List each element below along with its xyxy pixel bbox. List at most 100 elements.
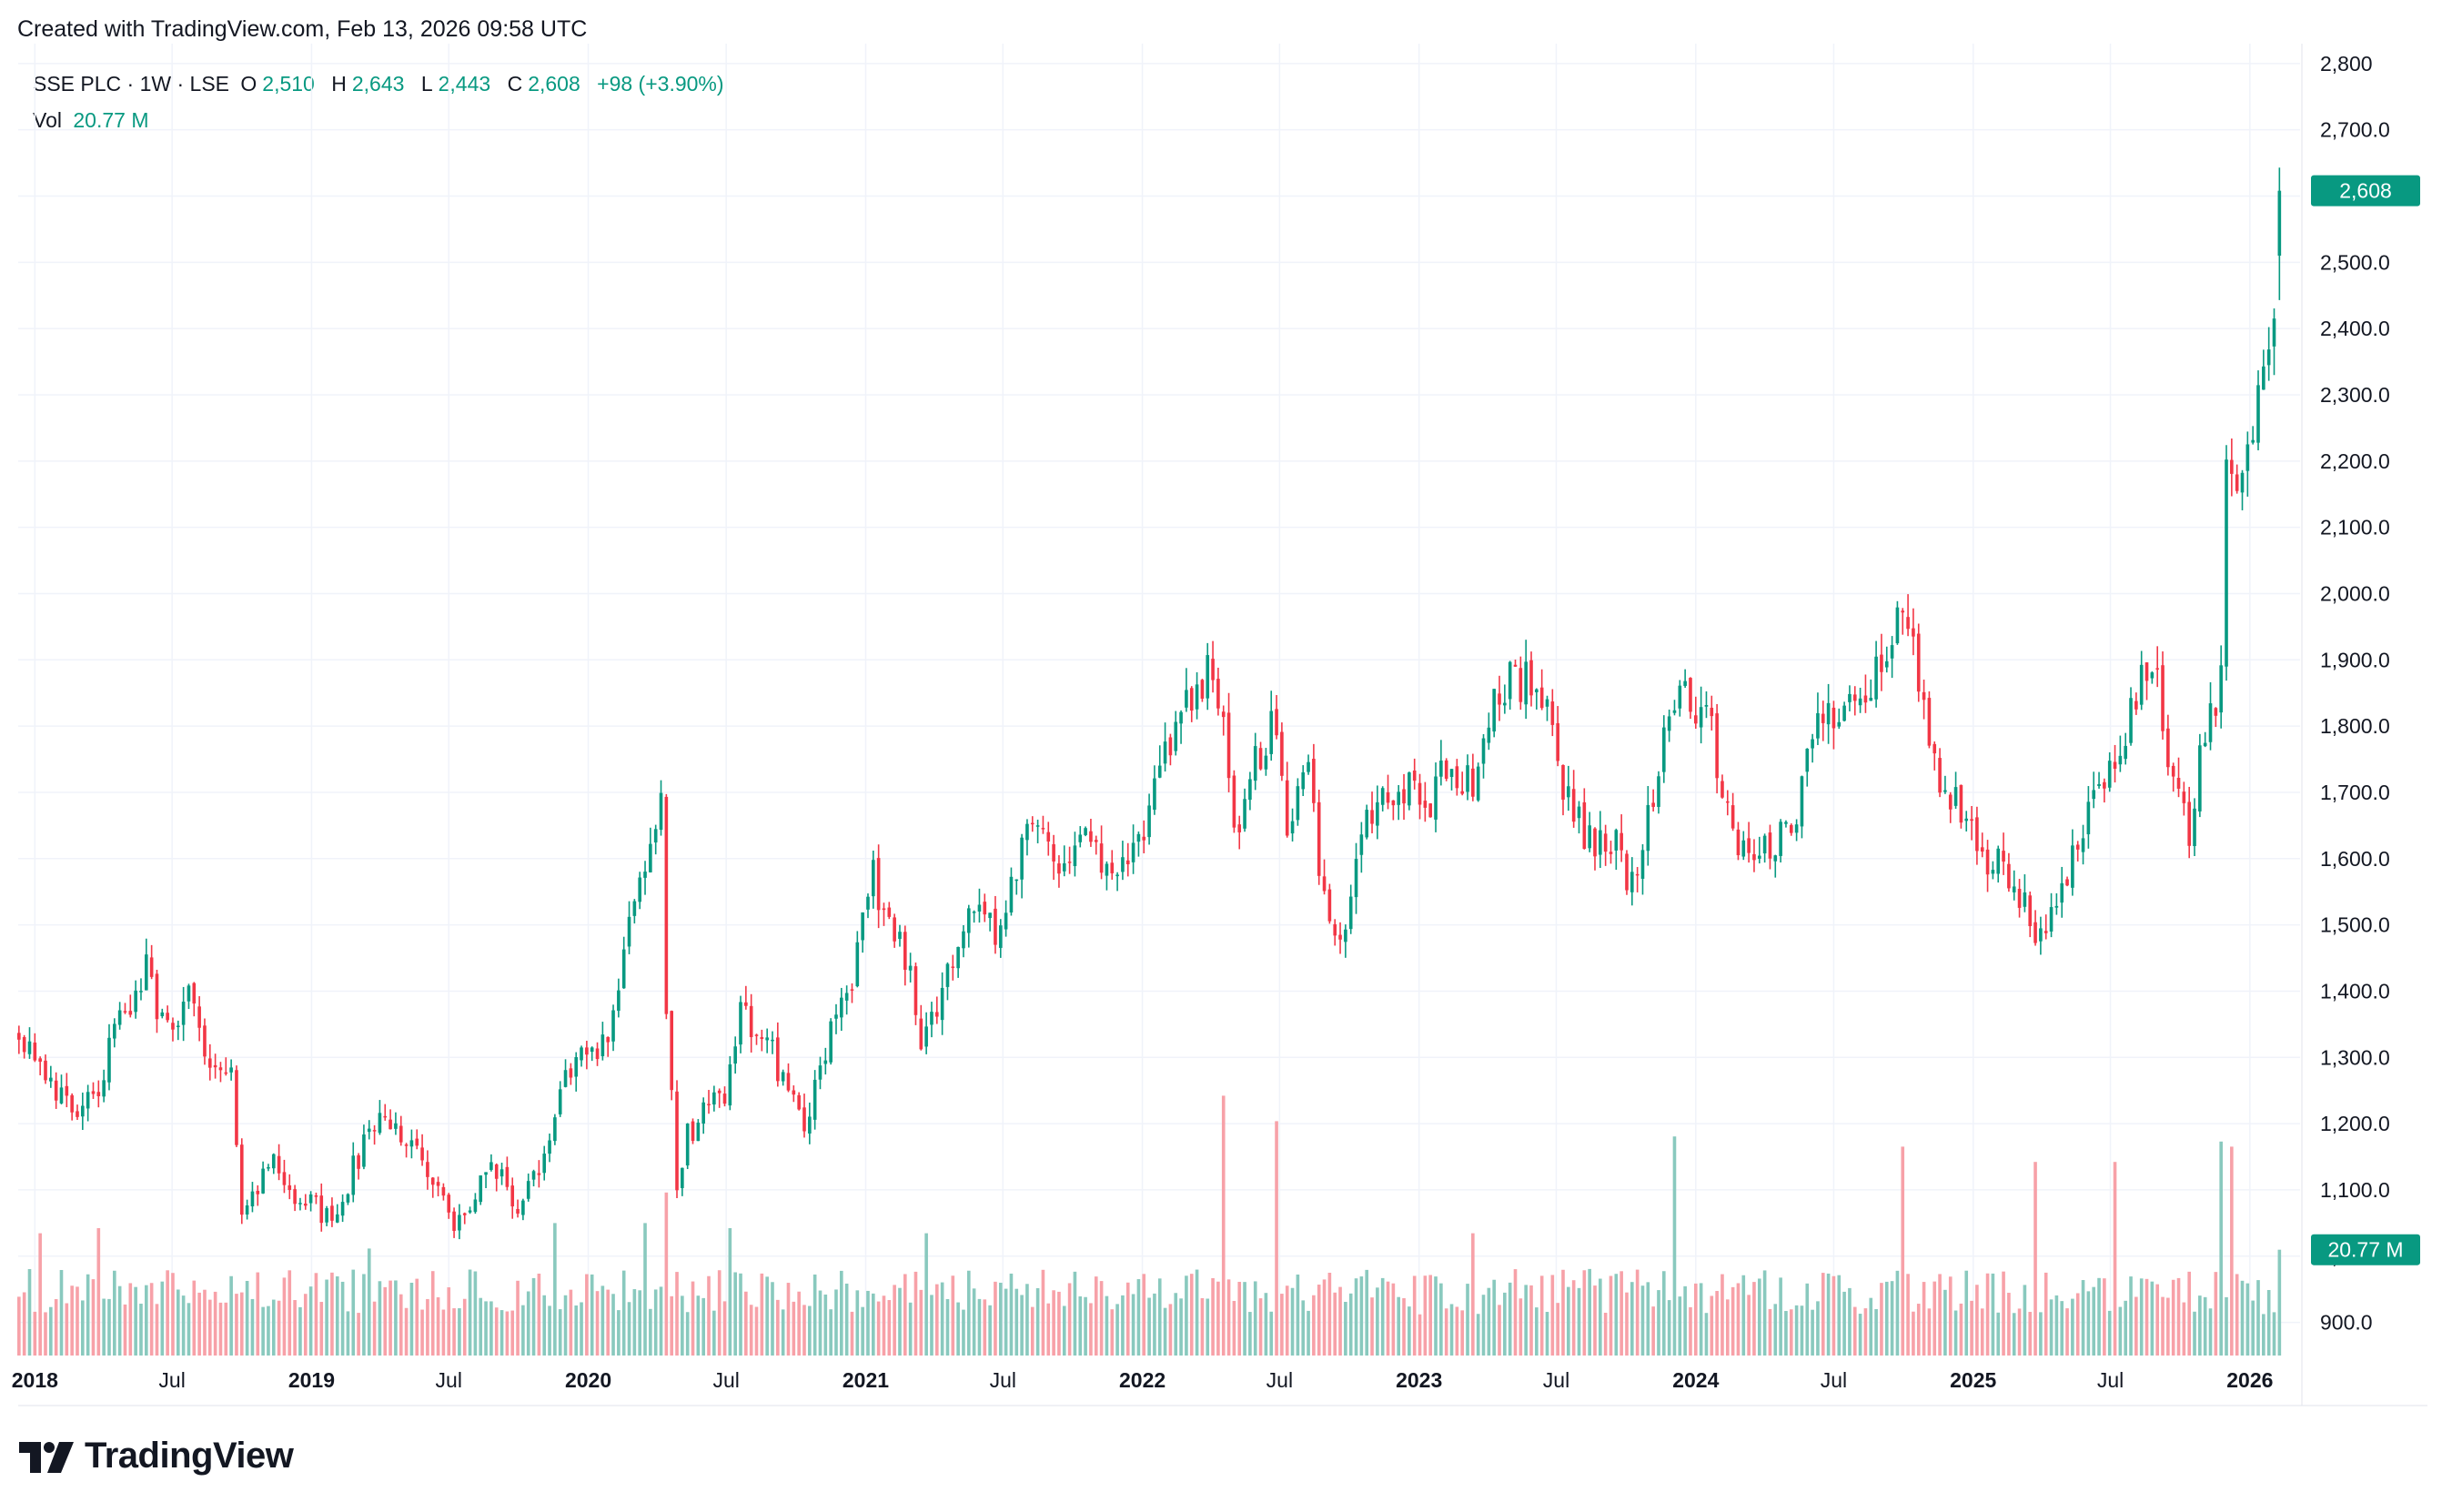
close-value: 2,608 [528, 72, 580, 96]
candle-body [574, 1057, 579, 1077]
volume-bar [754, 1306, 759, 1356]
candlesticks [17, 167, 2282, 1240]
candle-body [1741, 840, 1746, 857]
candle [792, 1085, 796, 1103]
candle-body [1073, 845, 1077, 867]
candle-body [913, 966, 918, 1015]
volume-bar [267, 1305, 270, 1356]
candle [505, 1156, 510, 1191]
time-axis-label: Jul [2097, 1368, 2124, 1392]
candle [1805, 748, 1810, 787]
candle-body [844, 993, 849, 1001]
volume-label[interactable]: Vol [33, 108, 62, 132]
candle-body [65, 1085, 69, 1096]
candle-body [351, 1155, 356, 1195]
price-axis-tick-label: 2,200.0 [2320, 449, 2390, 473]
candle [2208, 681, 2213, 751]
candle [144, 938, 148, 991]
volume-bar [351, 1269, 356, 1356]
candle-body [1789, 824, 1793, 833]
candle-body [1105, 863, 1109, 876]
candle-body [2054, 905, 2059, 908]
candle [1794, 819, 1799, 842]
candle-body [1370, 810, 1374, 824]
volume-bar [1142, 1274, 1146, 1356]
candle-body [1943, 790, 1947, 792]
volume-bar [1948, 1276, 1953, 1356]
volume-bar [1599, 1278, 1602, 1356]
candle-body [1821, 713, 1825, 723]
volume-bar [537, 1273, 541, 1356]
candle [1672, 700, 1677, 716]
volume-bar [696, 1295, 701, 1356]
volume-bar [239, 1292, 244, 1356]
volume-bar [293, 1300, 297, 1356]
candle [2182, 781, 2186, 816]
candle [1980, 832, 1984, 858]
candle [1301, 765, 1306, 797]
candle-body [239, 1144, 244, 1215]
candle [855, 931, 860, 988]
candle-body [1376, 801, 1379, 826]
candle-body [1498, 693, 1501, 705]
volume-bar [1906, 1274, 1910, 1356]
volume-bar [1269, 1311, 1274, 1356]
candle [235, 1065, 238, 1147]
candle-body [1635, 873, 1640, 876]
candle-body [1524, 661, 1528, 705]
volume-bar [972, 1288, 976, 1356]
candle [2166, 714, 2170, 776]
candle-body [372, 1130, 377, 1132]
candle [1784, 820, 1788, 828]
candle-body [1264, 755, 1268, 770]
volume-bar [1529, 1285, 1533, 1356]
candle-body [494, 1164, 499, 1179]
candle-body [653, 829, 658, 843]
candle [903, 925, 907, 986]
volume-bar [951, 1275, 955, 1356]
candle [1408, 771, 1411, 811]
candle [1651, 789, 1655, 812]
symbol-label[interactable]: SSE PLC · 1W · LSE [33, 72, 230, 96]
candle [1258, 741, 1263, 771]
candle-body [1852, 694, 1857, 701]
candle-body [722, 1094, 727, 1104]
volume-bar [1736, 1283, 1741, 1356]
candle-body [409, 1140, 414, 1147]
volume-bar [2225, 1296, 2228, 1356]
candle-body [1657, 776, 1660, 807]
candle-body [558, 1089, 562, 1114]
volume-bar [1651, 1306, 1655, 1356]
volume-bar [1567, 1286, 1570, 1356]
candle [277, 1144, 281, 1181]
candle [298, 1197, 302, 1211]
candle-body [1121, 857, 1125, 872]
candle [812, 1070, 817, 1130]
tradingview-logo[interactable]: TradingView [19, 1436, 294, 1477]
candle [2033, 910, 2037, 946]
volume-bar [797, 1291, 801, 1356]
candle [494, 1163, 499, 1192]
candle-body [2171, 765, 2175, 777]
volume-bar [1168, 1304, 1173, 1356]
volume-bar [1704, 1313, 1709, 1356]
candle-body [362, 1134, 366, 1167]
candle-body [786, 1073, 791, 1091]
candle [1863, 674, 1868, 713]
candle [2007, 852, 2011, 892]
volume-bar [426, 1298, 429, 1356]
volume-bar [1025, 1284, 1029, 1356]
volume-bar [2214, 1272, 2218, 1356]
volume-bar [308, 1286, 313, 1356]
candle-body [81, 1105, 85, 1117]
candle-body [2266, 349, 2271, 366]
candle [531, 1169, 536, 1187]
candle [733, 1036, 737, 1074]
candle [1073, 832, 1077, 877]
candle-body [1599, 830, 1602, 855]
volume-bar [521, 1305, 525, 1356]
volume-bar [1052, 1290, 1055, 1356]
candle [2193, 798, 2196, 857]
candle-body [1678, 685, 1682, 709]
